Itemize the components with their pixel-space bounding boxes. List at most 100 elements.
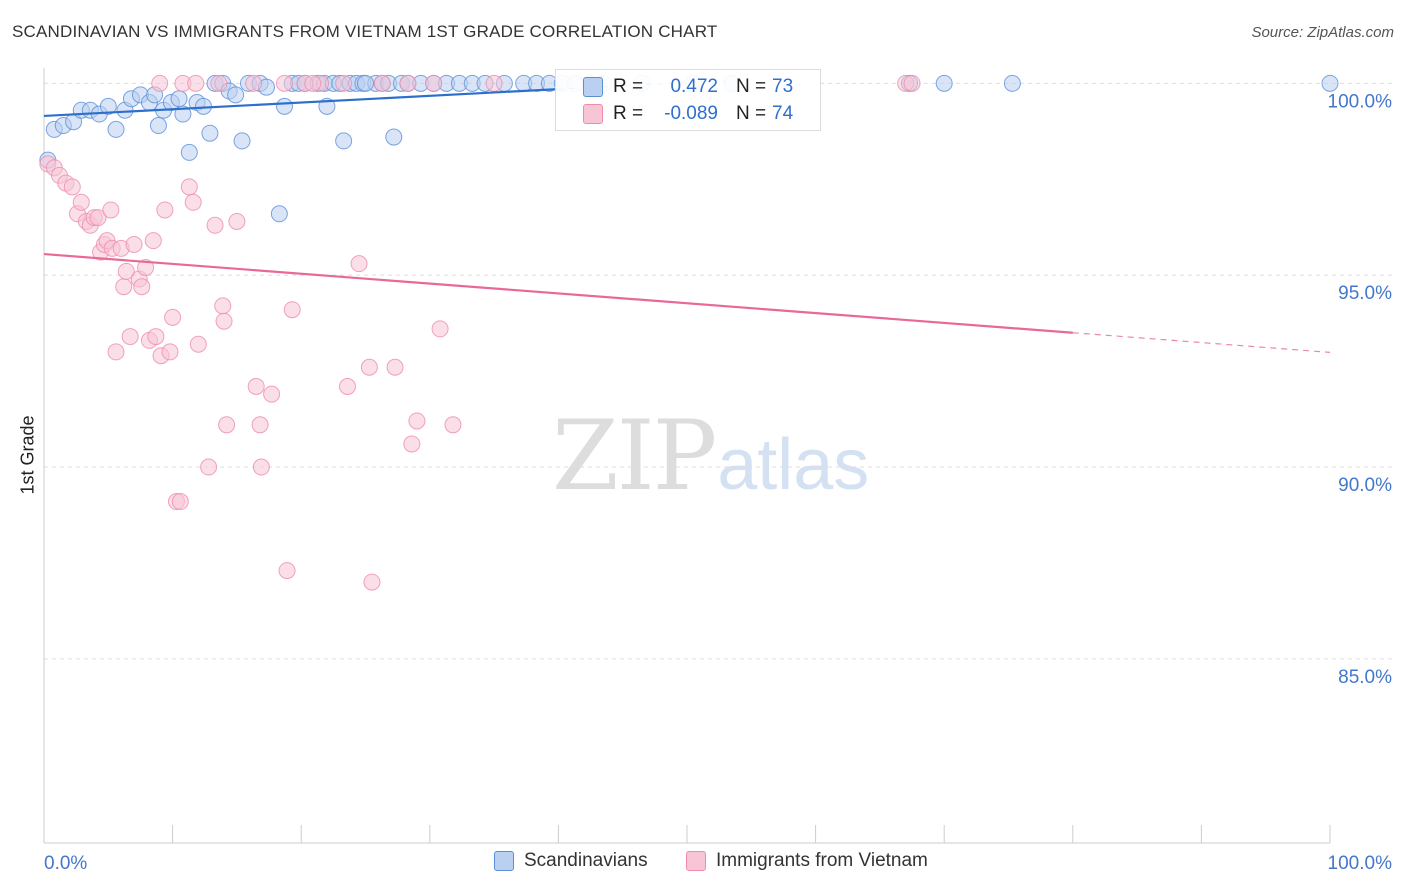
point-scandinavian	[201, 124, 219, 142]
grid-layer	[44, 82, 1392, 660]
point-vietnam	[214, 297, 232, 315]
point-scandinavian	[935, 74, 953, 92]
point-vietnam	[245, 74, 263, 92]
point-vietnam	[263, 385, 281, 403]
watermark-zip: ZIP	[552, 400, 717, 512]
source-label: Source: ZipAtlas.com	[1251, 24, 1394, 41]
legend-label: Immigrants from Vietnam	[716, 850, 928, 871]
point-vietnam	[386, 358, 404, 376]
y-tick-label: 95.0%	[1338, 283, 1392, 304]
point-vietnam	[151, 74, 169, 92]
stats-n-label: N =	[736, 103, 767, 124]
point-vietnam	[189, 335, 207, 353]
point-vietnam	[125, 235, 143, 253]
point-vietnam	[304, 74, 322, 92]
point-vietnam	[278, 562, 296, 580]
point-vietnam	[115, 278, 133, 296]
point-vietnam	[251, 416, 269, 434]
stats-row-scandinavians: R = 0.472 N = 73	[556, 73, 822, 101]
trend-extension-vietnam	[1072, 332, 1331, 353]
point-vietnam	[431, 320, 449, 338]
stats-row-vietnam: R = -0.089 N = 74	[556, 100, 822, 128]
point-vietnam	[210, 74, 228, 92]
legend: Scandinavians Immigrants from Vietnam	[0, 850, 1406, 880]
point-vietnam	[187, 74, 205, 92]
stats-r-value: 0.472	[670, 76, 718, 97]
stats-swatch-pink	[583, 104, 603, 124]
point-vietnam	[218, 416, 236, 434]
point-vietnam	[102, 201, 120, 219]
x-tick-label-max: 100.0%	[1328, 853, 1393, 874]
stats-swatch-blue	[583, 77, 603, 97]
point-scandinavian	[275, 97, 293, 115]
point-scandinavian	[149, 117, 167, 135]
points-layer	[39, 74, 1339, 591]
point-vietnam	[350, 255, 368, 273]
point-vietnam	[144, 232, 162, 250]
point-vietnam	[360, 358, 378, 376]
point-vietnam	[164, 308, 182, 326]
point-vietnam	[200, 458, 218, 476]
point-vietnam	[180, 178, 198, 196]
point-scandinavian	[227, 86, 245, 104]
axis-layer	[43, 68, 1331, 844]
tick-label-layer: 100.0% 95.0% 90.0% 85.0% 0.0% 100.0%	[44, 91, 1392, 874]
y-tick-label: 100.0%	[1328, 91, 1393, 112]
point-vietnam	[72, 193, 90, 211]
point-scandinavian	[180, 143, 198, 161]
point-vietnam	[252, 458, 270, 476]
legend-swatch-blue	[494, 851, 514, 871]
point-scandinavian	[174, 105, 192, 123]
y-tick-label: 85.0%	[1338, 667, 1392, 688]
legend-swatch-pink	[686, 851, 706, 871]
point-vietnam	[117, 262, 135, 280]
point-vietnam	[107, 343, 125, 361]
stats-box: R = 0.472 N = 73 R = -0.089 N = 74	[555, 69, 821, 131]
point-scandinavian	[270, 205, 288, 223]
point-vietnam	[63, 178, 81, 196]
point-scandinavian	[99, 97, 117, 115]
point-vietnam	[228, 212, 246, 230]
y-tick-label: 90.0%	[1338, 475, 1392, 496]
point-vietnam	[147, 328, 165, 346]
point-vietnam	[425, 74, 443, 92]
point-scandinavian	[107, 120, 125, 138]
point-vietnam	[399, 74, 417, 92]
point-vietnam	[171, 493, 189, 511]
watermark: ZIPatlas	[552, 400, 869, 512]
point-vietnam	[133, 278, 151, 296]
point-vietnam	[403, 435, 421, 453]
point-scandinavian	[1321, 74, 1339, 92]
point-vietnam	[121, 328, 139, 346]
point-vietnam	[283, 301, 301, 319]
point-vietnam	[408, 412, 426, 430]
trend-line-scandinavians	[43, 88, 559, 118]
point-vietnam	[373, 74, 391, 92]
legend-item-scandinavians[interactable]: Scandinavians	[494, 850, 648, 872]
point-vietnam	[903, 74, 921, 92]
stats-n-label: N =	[736, 76, 767, 97]
stats-r-value: -0.089	[664, 103, 718, 124]
point-vietnam	[275, 74, 293, 92]
legend-item-vietnam[interactable]: Immigrants from Vietnam	[686, 850, 928, 872]
point-vietnam	[184, 193, 202, 211]
chart-title: SCANDINAVIAN VS IMMIGRANTS FROM VIETNAM …	[12, 22, 718, 41]
point-vietnam	[137, 259, 155, 277]
point-vietnam	[335, 74, 353, 92]
point-scandinavian	[335, 132, 353, 150]
point-vietnam	[89, 209, 107, 227]
point-vietnam	[363, 573, 381, 591]
point-vietnam	[215, 312, 233, 330]
point-scandinavian	[385, 128, 403, 146]
point-vietnam	[338, 377, 356, 395]
point-vietnam	[247, 377, 265, 395]
stats-n-value: 74	[772, 103, 794, 124]
point-scandinavian	[357, 74, 374, 92]
point-vietnam	[206, 216, 224, 234]
point-vietnam	[485, 74, 503, 92]
point-vietnam	[161, 343, 179, 361]
point-vietnam	[444, 416, 462, 434]
point-scandinavian	[233, 132, 251, 150]
legend-label: Scandinavians	[524, 850, 648, 871]
